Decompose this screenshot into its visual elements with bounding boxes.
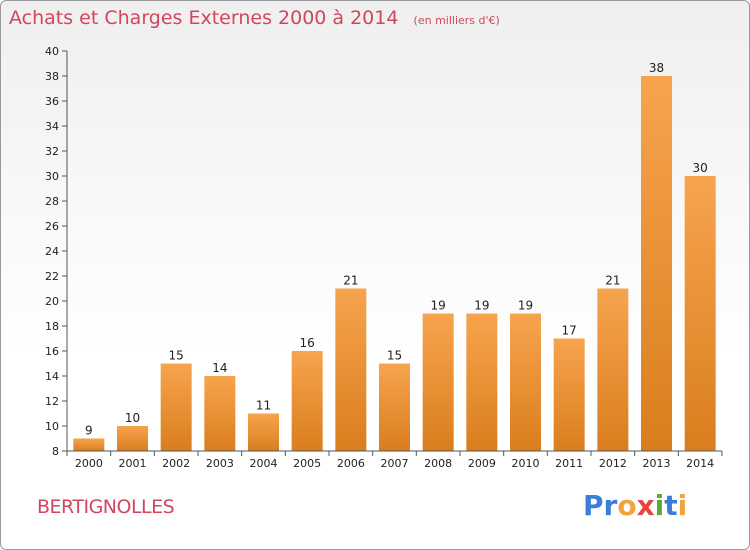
data-label-2012: 21 [605,274,620,288]
bars: 9 10 15 14 11 16 21 15 19 19 19 17 21 38 30 [73,61,716,451]
bar-2013 [641,76,672,451]
logo-letter: t [664,489,678,522]
proxiti-logo[interactable]: Proxiti [583,489,687,522]
x-tick-label-2006: 2006 [337,457,365,470]
x-axis: 2000 2001 2002 2003 2004 2005 2006 2007 2008 2009… [66,450,723,470]
y-axis: 8 10 12 14 16 18 20 22 24 26 28 30 32 34 36 38 40 [45,45,68,458]
x-tick-label-2012: 2012 [599,457,627,470]
x-tick-label-2009: 2009 [468,457,496,470]
y-tick-label: 40 [45,45,59,58]
y-tick-label: 36 [45,95,59,108]
data-label-2007: 15 [387,349,402,363]
logo-letter: r [603,489,618,522]
title-row: Achats et Charges Externes 2000 à 2014 (… [9,7,500,29]
data-label-2014: 30 [693,161,708,175]
bar-2003 [204,376,236,451]
bar-2007 [379,363,410,451]
y-tick-label: 32 [45,145,59,158]
bar-2002 [160,363,192,451]
logo-letter: i [677,489,688,522]
y-tick-label: 16 [45,345,59,358]
bar-2004 [248,413,279,451]
y-tick-label: 26 [45,220,59,233]
bar-2001 [117,426,148,451]
y-tick-label: 34 [45,120,59,133]
logo-letter: i [654,489,665,522]
bar-2011 [553,338,585,451]
y-tick-label: 12 [45,395,59,408]
x-tick-label-2013: 2013 [643,457,671,470]
data-label-2005: 16 [300,336,315,350]
y-tick-label: 14 [45,370,59,383]
y-tick-label: 38 [45,70,59,83]
bar-2010 [510,313,541,451]
data-label-2010: 19 [518,299,533,313]
x-tick-label-2014: 2014 [686,457,714,470]
y-tick-label: 30 [45,170,59,183]
data-label-2008: 19 [431,299,446,313]
logo-letter: o [617,489,637,522]
y-tick-label: 28 [45,195,59,208]
bar-2006 [335,288,367,451]
x-tick-label-2001: 2001 [119,457,147,470]
chart-title: Achats et Charges Externes 2000 à 2014 [9,7,399,29]
data-label-2009: 19 [474,299,489,313]
chart-unit-note: (en milliers d'€) [413,14,500,27]
y-tick-label: 24 [45,245,59,258]
y-tick-label: 22 [45,270,59,283]
data-label-2002: 15 [169,349,184,363]
y-tick-label: 18 [45,320,59,333]
logo-letter: x [636,489,655,522]
bar-2005 [291,351,323,451]
bar-2012 [597,288,629,451]
x-tick-label-2002: 2002 [162,457,190,470]
data-label-2013: 38 [649,61,664,75]
bar-2008 [422,313,454,451]
y-tick-label: 8 [52,445,59,458]
x-tick-label-2003: 2003 [206,457,234,470]
data-label-2004: 11 [256,399,271,413]
y-tick-label: 20 [45,295,59,308]
data-label-2000: 9 [85,424,93,438]
x-tick-label-2007: 2007 [381,457,409,470]
data-label-2006: 21 [343,274,358,288]
logo-letter: P [583,489,604,522]
x-tick-label-2005: 2005 [293,457,321,470]
x-tick-label-2010: 2010 [512,457,540,470]
bar-2009 [466,313,498,451]
x-tick-label-2004: 2004 [250,457,278,470]
y-tick-label: 10 [45,420,59,433]
data-label-2011: 17 [562,324,577,338]
bar-2000 [73,438,105,451]
commune-name: BERTIGNOLLES [37,496,175,518]
bar-2014 [684,176,716,451]
x-tick-label-2000: 2000 [75,457,103,470]
x-tick-label-2011: 2011 [555,457,583,470]
x-tick-label-2008: 2008 [424,457,452,470]
data-label-2003: 14 [212,361,227,375]
data-label-2001: 10 [125,411,140,425]
